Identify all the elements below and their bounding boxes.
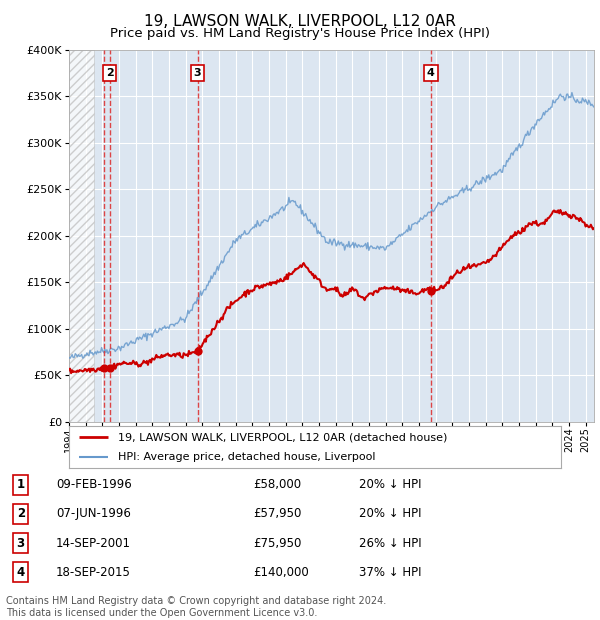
Text: 18-SEP-2015: 18-SEP-2015 [56, 566, 131, 578]
Text: £75,950: £75,950 [253, 537, 301, 549]
Text: 19, LAWSON WALK, LIVERPOOL, L12 0AR: 19, LAWSON WALK, LIVERPOOL, L12 0AR [144, 14, 456, 29]
Text: £58,000: £58,000 [253, 479, 301, 491]
Text: 3: 3 [17, 537, 25, 549]
Text: 19, LAWSON WALK, LIVERPOOL, L12 0AR (detached house): 19, LAWSON WALK, LIVERPOOL, L12 0AR (det… [118, 432, 448, 442]
Text: 37% ↓ HPI: 37% ↓ HPI [359, 566, 421, 578]
Text: 1: 1 [17, 479, 25, 491]
Bar [69, 50, 94, 422]
Text: 26% ↓ HPI: 26% ↓ HPI [359, 537, 421, 549]
Text: Contains HM Land Registry data © Crown copyright and database right 2024.
This d: Contains HM Land Registry data © Crown c… [6, 596, 386, 618]
Text: HPI: Average price, detached house, Liverpool: HPI: Average price, detached house, Live… [118, 452, 376, 462]
Text: 20% ↓ HPI: 20% ↓ HPI [359, 479, 421, 491]
Text: 20% ↓ HPI: 20% ↓ HPI [359, 508, 421, 520]
Text: 14-SEP-2001: 14-SEP-2001 [56, 537, 131, 549]
Text: 3: 3 [194, 68, 202, 78]
Text: £140,000: £140,000 [253, 566, 309, 578]
Text: 4: 4 [427, 68, 435, 78]
Text: 09-FEB-1996: 09-FEB-1996 [56, 479, 132, 491]
Text: 2: 2 [106, 68, 113, 78]
Text: £57,950: £57,950 [253, 508, 301, 520]
Text: Price paid vs. HM Land Registry's House Price Index (HPI): Price paid vs. HM Land Registry's House … [110, 27, 490, 40]
Text: 4: 4 [17, 566, 25, 578]
Text: 07-JUN-1996: 07-JUN-1996 [56, 508, 131, 520]
Text: 2: 2 [17, 508, 25, 520]
